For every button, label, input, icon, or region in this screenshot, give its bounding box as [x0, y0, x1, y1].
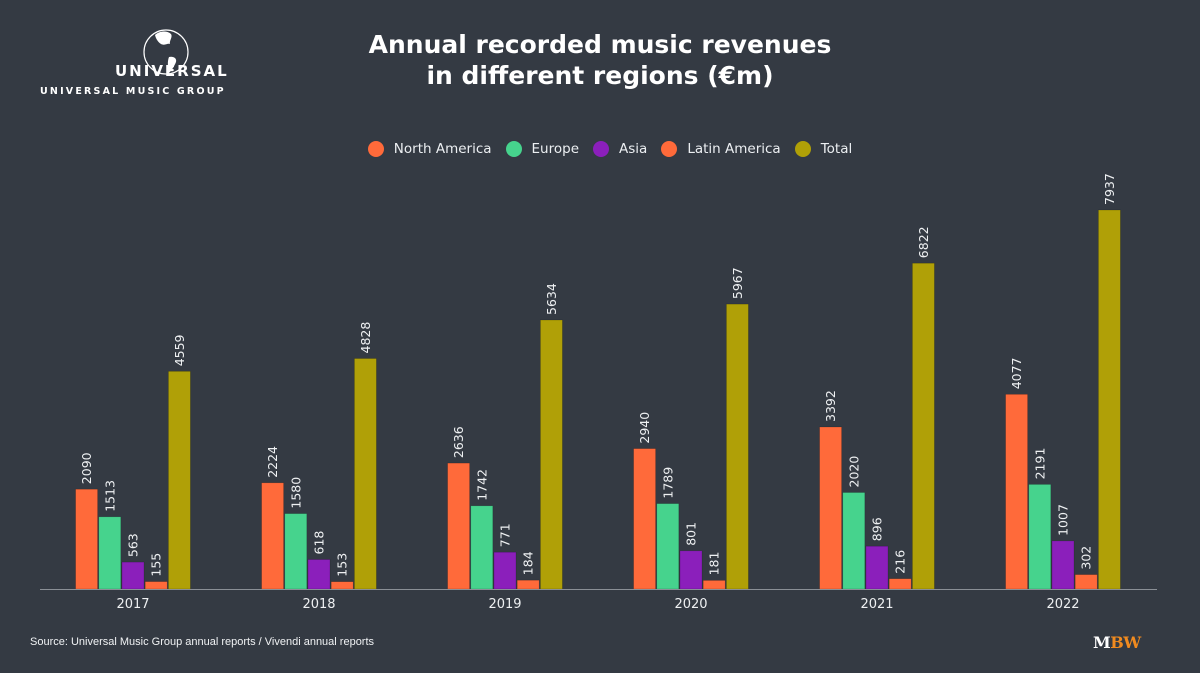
logo-subtitle: UNIVERSAL MUSIC GROUP	[40, 86, 226, 97]
data-label: 302	[1079, 546, 1094, 570]
bar-asia-2022[interactable]	[1051, 540, 1075, 590]
data-label: 4559	[172, 334, 187, 366]
legend-label: North America	[393, 141, 492, 157]
bars-layer: 2090 1513 563 155 4559 2224 1580 618 153 4828 2636…	[75, 173, 1121, 590]
chart-title-line-1: Annual recorded music revenues	[368, 30, 832, 59]
mbw-logo: MBW	[1093, 633, 1141, 652]
bar-europe-2022[interactable]	[1028, 484, 1052, 590]
bar-total-2018[interactable]	[354, 358, 377, 590]
data-label: 1513	[102, 480, 117, 512]
legend-swatch	[367, 141, 384, 157]
legend-item-total[interactable]: Total	[794, 141, 853, 157]
bar-europe-2019[interactable]	[470, 505, 494, 590]
x-tick-label: 2018	[302, 597, 335, 612]
x-tick-label: 2020	[674, 597, 707, 612]
data-label: 1789	[660, 467, 675, 499]
bar-europe-2021[interactable]	[842, 492, 866, 590]
chart-legend: North America Europe Asia Latin America …	[0, 141, 1200, 157]
legend-label: Asia	[619, 141, 648, 157]
bar-north-america-2019[interactable]	[447, 462, 470, 590]
data-label: 4828	[358, 322, 373, 354]
legend-swatch	[505, 141, 522, 157]
bar-total-2017[interactable]	[168, 370, 191, 590]
data-label: 216	[893, 550, 908, 574]
data-label: 6822	[916, 226, 931, 258]
data-label: 896	[870, 517, 885, 541]
data-label: 2090	[79, 452, 94, 484]
data-label: 1742	[474, 469, 489, 501]
mbw-logo-bw: BW	[1110, 633, 1141, 652]
legend-item-europe[interactable]: Europe	[505, 141, 580, 157]
globe-icon	[143, 29, 189, 75]
logo-wordmark: UNIVERSAL	[115, 62, 229, 80]
data-label: 801	[684, 522, 699, 546]
data-label: 2224	[265, 446, 280, 478]
data-label: 184	[521, 551, 536, 575]
bar-total-2019[interactable]	[540, 319, 563, 590]
bar-asia-2019[interactable]	[493, 551, 517, 590]
bar-total-2022[interactable]	[1098, 209, 1121, 590]
bar-latin-america-2017[interactable]	[144, 581, 168, 590]
x-tick-labels: 2017 2018 2019 2020 2021 2022	[116, 597, 1079, 612]
data-label: 153	[335, 553, 350, 577]
x-tick-label: 2019	[488, 597, 521, 612]
bar-north-america-2022[interactable]	[1005, 393, 1028, 590]
legend-swatch	[593, 141, 610, 157]
data-label: 2020	[846, 456, 861, 488]
bar-north-america-2021[interactable]	[819, 426, 842, 590]
legend-item-latin-america[interactable]: Latin America	[661, 141, 781, 157]
data-label: 3392	[823, 390, 838, 422]
data-label: 181	[707, 552, 722, 576]
bar-asia-2020[interactable]	[679, 550, 703, 590]
legend-label: Latin America	[687, 141, 781, 157]
bar-europe-2017[interactable]	[98, 516, 122, 590]
legend-swatch	[794, 141, 811, 157]
data-label: 618	[312, 531, 327, 555]
bar-latin-america-2019[interactable]	[516, 579, 540, 590]
bar-north-america-2018[interactable]	[261, 482, 284, 590]
legend-swatch	[661, 141, 678, 157]
source-note: Source: Universal Music Group annual rep…	[30, 636, 375, 648]
chart-title-line-2: in different regions (€m)	[426, 61, 774, 90]
bar-latin-america-2018[interactable]	[330, 581, 354, 590]
data-label: 5967	[730, 267, 745, 299]
bar-total-2021[interactable]	[912, 262, 935, 590]
bar-latin-america-2021[interactable]	[888, 578, 912, 590]
x-tick-label: 2022	[1046, 597, 1079, 612]
data-label: 771	[498, 523, 513, 547]
x-tick-label: 2021	[860, 597, 893, 612]
bar-total-2020[interactable]	[726, 303, 749, 590]
bar-asia-2018[interactable]	[307, 559, 331, 590]
bar-north-america-2020[interactable]	[633, 448, 656, 590]
data-label: 1580	[288, 477, 303, 509]
x-tick-label: 2017	[116, 597, 149, 612]
bar-europe-2018[interactable]	[284, 513, 308, 590]
bar-asia-2017[interactable]	[121, 561, 145, 590]
data-label: 7937	[1102, 173, 1117, 205]
data-label: 2940	[637, 412, 652, 444]
data-label: 5634	[544, 283, 559, 315]
bar-latin-america-2022[interactable]	[1074, 574, 1098, 590]
data-label: 2636	[451, 426, 466, 458]
bar-asia-2021[interactable]	[865, 545, 889, 590]
legend-label: Europe	[531, 141, 580, 157]
legend-label: Total	[820, 141, 853, 157]
data-label: 155	[149, 553, 164, 577]
mbw-logo-m: M	[1093, 633, 1111, 652]
universal-music-group-logo: UNIVERSAL UNIVERSAL MUSIC GROUP	[36, 22, 236, 102]
legend-item-north-america[interactable]: North America	[367, 141, 492, 157]
legend-item-asia[interactable]: Asia	[593, 141, 647, 157]
data-label: 4077	[1009, 357, 1024, 389]
bar-latin-america-2020[interactable]	[702, 580, 726, 590]
chart-title: Annual recorded music revenues in differ…	[300, 29, 900, 91]
data-label: 563	[126, 533, 141, 557]
bar-north-america-2017[interactable]	[75, 488, 98, 590]
bar-europe-2020[interactable]	[656, 503, 680, 590]
data-label: 2191	[1032, 448, 1047, 480]
data-label: 1007	[1056, 504, 1071, 536]
